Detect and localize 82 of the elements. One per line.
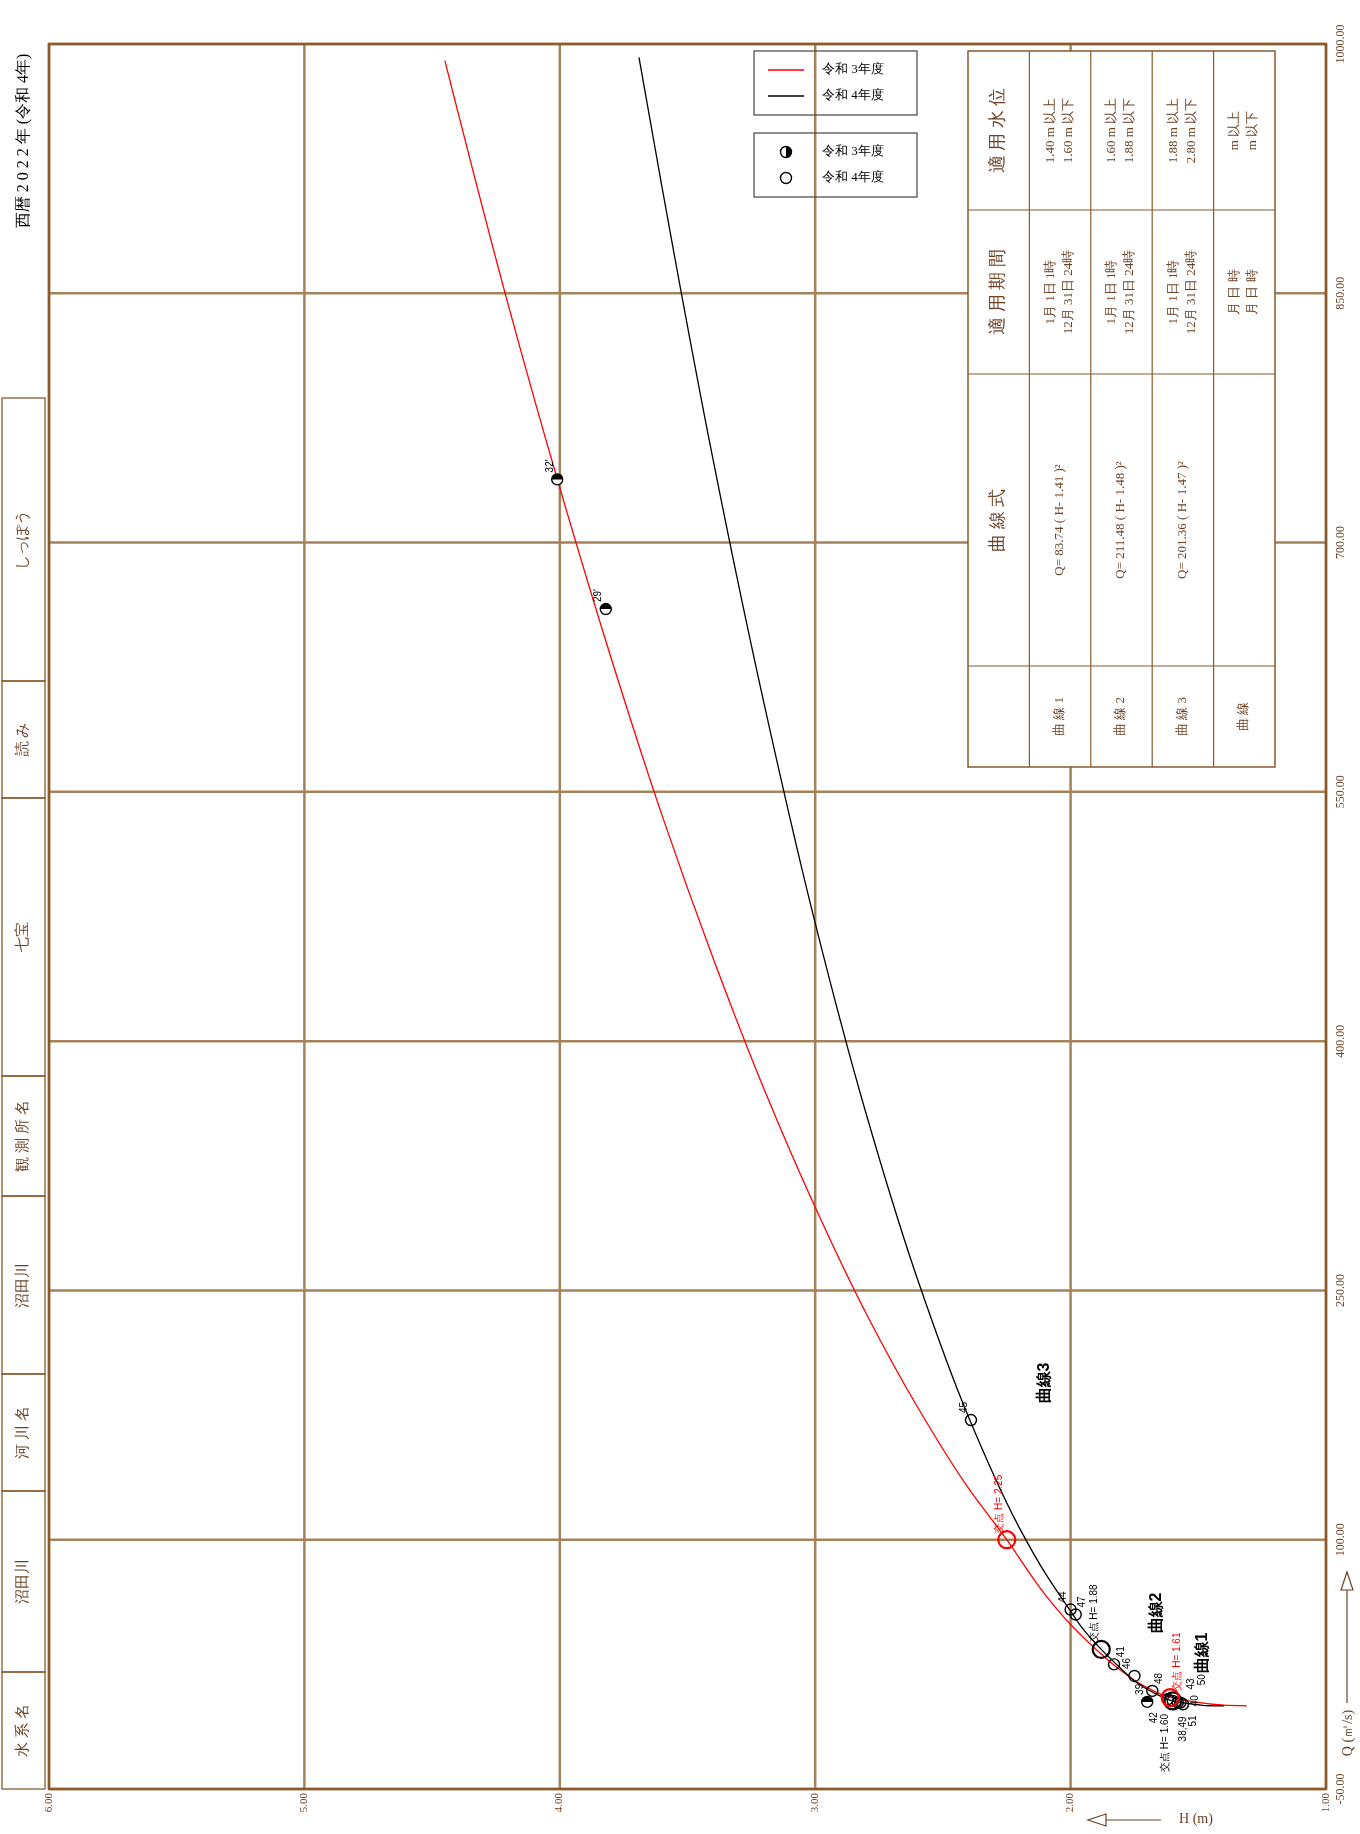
annotation: 46 — [1121, 1657, 1133, 1669]
text: 七宝 — [13, 922, 30, 952]
y-tick-label: 400.00 — [1333, 1024, 1347, 1058]
y-tick-label: -50.00 — [1333, 1773, 1347, 1805]
x-tick-label: 3.00 — [807, 1792, 820, 1813]
annotation: 47 — [1076, 1595, 1088, 1608]
text: Q= 211.48 ( H- 1.48 )² — [1112, 461, 1128, 579]
legend-label: 令和 4年度 — [822, 168, 884, 184]
y-tick-label: 250.00 — [1333, 1273, 1347, 1307]
x-tick-label: 2.00 — [1063, 1792, 1076, 1813]
annotation: 43 — [1184, 1678, 1196, 1690]
x-tick-label: 6.00 — [41, 1792, 54, 1813]
category-label: 曲 線 式 — [986, 488, 1007, 552]
annotation: 40 — [1189, 1694, 1201, 1707]
y-tick-label: 100.00 — [1333, 1523, 1347, 1557]
point — [1107, 1658, 1121, 1671]
text: 1.60 m 以上 — [1103, 97, 1119, 164]
annotation: 曲線2 — [1147, 1592, 1165, 1634]
text: m 以下 — [1244, 110, 1260, 151]
y-tick-label: 1000.00 — [1333, 24, 1347, 64]
annotation: 交点 H= 1.61 — [1170, 1632, 1182, 1691]
text: 1.60 m 以下 — [1060, 97, 1076, 164]
annotation: 38,49 — [1176, 1715, 1188, 1742]
text: 西暦 2 0 2 2 年 (令和 4年) — [13, 53, 32, 229]
annotation: 32' — [543, 459, 555, 473]
legend-label: 令和 4年度 — [822, 86, 884, 102]
text: Q= 201.36 ( H- 1.47 )² — [1173, 461, 1189, 579]
text: 河 川 名 — [13, 1406, 30, 1459]
y-tick-label: 700.00 — [1333, 526, 1347, 560]
annotation: 曲線3 — [1035, 1362, 1053, 1404]
text: 月 日 時 — [1244, 269, 1260, 315]
point — [1146, 1684, 1159, 1698]
point — [1128, 1669, 1141, 1683]
annotation: 曲線1 — [1193, 1632, 1211, 1674]
y-tick-label: 550.00 — [1333, 775, 1347, 809]
text: 読 み — [13, 722, 30, 757]
annotation: 交点 H= 1.88 — [1087, 1583, 1099, 1643]
point — [964, 1413, 978, 1427]
annotation: 42 — [1148, 1711, 1160, 1724]
annotation: 41 — [1114, 1645, 1126, 1658]
y-tick-label: 850.00 — [1333, 276, 1347, 310]
annotation: 45 — [957, 1401, 969, 1414]
category-label: 曲 線 1 — [1051, 697, 1067, 736]
text: Q= 83.74 ( H- 1.41 )² — [1051, 464, 1067, 576]
text: m 以上 — [1226, 110, 1242, 151]
text: 12月 31日 24時 — [1121, 249, 1137, 335]
x-tick-label: 1.00 — [1318, 1792, 1331, 1813]
text: 月 日 時 — [1226, 269, 1242, 315]
x-tick-label: 4.00 — [552, 1792, 565, 1813]
text: しっぽう — [13, 509, 30, 570]
annotation: 51 — [1187, 1715, 1199, 1727]
point — [1064, 1603, 1077, 1616]
x-axis-title: H (m) — [1179, 1811, 1214, 1828]
text: 12月 31日 24時 — [1060, 249, 1076, 335]
annotation: 交点 H= 1.60 — [1159, 1713, 1171, 1772]
text: 2.80 m 以下 — [1182, 97, 1198, 164]
category-label: 適 用 期 間 — [986, 249, 1007, 335]
y-axis-title: Q (㎥/s) — [1340, 1709, 1356, 1757]
text: 沼田川 — [13, 1559, 30, 1604]
category-label: 適 用 水 位 — [986, 87, 1007, 174]
legend-label: 令和 3年度 — [822, 142, 884, 158]
legend-label: 令和 3年度 — [822, 60, 884, 76]
text: 沼田川 — [13, 1262, 30, 1308]
point — [1069, 1608, 1082, 1621]
annotation: 44 — [1057, 1590, 1069, 1603]
category-label: 曲 線 2 — [1112, 697, 1128, 736]
annotation: 交点 H= 2.25 — [993, 1474, 1005, 1533]
annotation: 29' — [592, 588, 604, 603]
annotation: 50 — [1195, 1673, 1207, 1686]
category-label: 曲 線 — [1235, 701, 1251, 732]
text: 1.40 m 以上 — [1042, 97, 1058, 164]
text: 観 測 所 名 — [13, 1100, 30, 1172]
text: 12月 31日 24時 — [1182, 249, 1198, 335]
text: 1.88 m 以上 — [1164, 97, 1180, 164]
annotation: 48 — [1152, 1672, 1164, 1684]
text: 1月 1日 1時 — [1103, 259, 1119, 325]
text: 水 系 名 — [13, 1704, 30, 1757]
category-label: 曲 線 3 — [1173, 697, 1189, 736]
x-tick-label: 5.00 — [296, 1792, 309, 1813]
text: 1月 1日 1時 — [1164, 259, 1180, 325]
text: 1月 1日 1時 — [1042, 259, 1058, 325]
text: 1.88 m 以下 — [1121, 97, 1137, 164]
